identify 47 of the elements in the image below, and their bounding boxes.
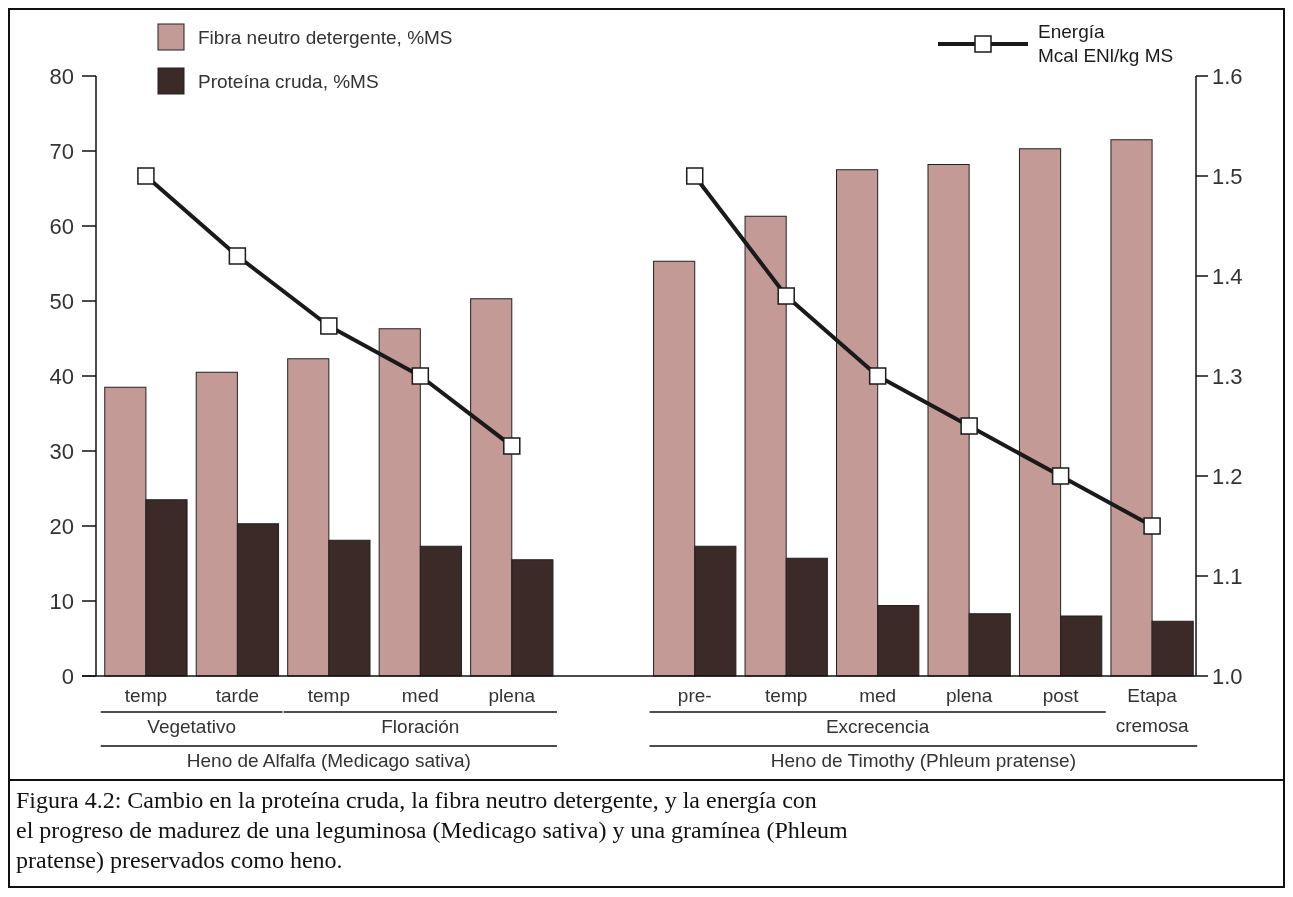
point — [777, 287, 795, 305]
y-tick-label: 0 — [61, 663, 74, 689]
x-tick-label: temp — [307, 685, 350, 706]
y-tick-label: 30 — [49, 438, 74, 464]
y2-tick-label: 1.0 — [1212, 663, 1243, 689]
x-tick-label: Etapa cremosa — [1115, 685, 1189, 736]
point — [868, 367, 887, 385]
point — [137, 167, 155, 185]
point — [960, 417, 978, 435]
text: Heno de Timothy (Phleum pratense) — [770, 750, 1077, 771]
text: Heno de Alfalfa (Medicago sativa) — [186, 750, 471, 771]
y2-tick-label: 1.4 — [1212, 263, 1243, 289]
text: Figura 4.2: Cambio en la proteína cruda, la fibra neutro detergente, y la energía con el progreso de madurez de una leguminosa (Medicago sativa) y una gramínea (Phleum pratense) preservados como heno. — [16, 787, 849, 873]
point — [411, 367, 430, 385]
y-tick-label: 20 — [49, 513, 74, 539]
legend-label: Energía Mcal ENl/kg MS — [1038, 21, 1174, 66]
y2-tick-label: 1.5 — [1212, 163, 1243, 189]
text: Floración — [381, 716, 460, 737]
y2-tick-label: 1.3 — [1212, 363, 1243, 389]
x-tick-label: plena — [488, 685, 536, 706]
x-tick-label: plena — [945, 685, 993, 706]
y-tick-label: 10 — [49, 588, 74, 614]
point — [685, 167, 704, 185]
y-tick-label: 60 — [49, 213, 74, 239]
y-tick-label: 80 — [49, 63, 74, 89]
point — [503, 437, 521, 455]
x-tick-label: pre- — [677, 685, 712, 706]
y-tick-label: 40 — [49, 363, 74, 389]
legend-label: Fibra neutro detergente, %MS — [198, 27, 453, 48]
point — [1143, 517, 1161, 535]
y2-tick-label: 1.6 — [1212, 63, 1243, 89]
text: Excrecencia — [825, 716, 930, 737]
legend-label: Proteína cruda, %MS — [198, 71, 379, 92]
y2-tick-label: 1.1 — [1212, 563, 1243, 589]
point — [320, 317, 338, 335]
x-tick-label: tarde — [215, 685, 260, 706]
point — [228, 247, 247, 265]
x-tick-label: post — [1042, 685, 1080, 706]
y2-tick-label: 1.2 — [1212, 463, 1243, 489]
text: Vegetativo — [147, 716, 237, 737]
x-tick-label: temp — [765, 685, 808, 706]
y-tick-label: 70 — [49, 138, 74, 164]
y-tick-label: 50 — [49, 288, 74, 314]
x-tick-label: med — [859, 685, 897, 706]
x-tick-label: temp — [124, 685, 168, 706]
x-tick-label: med — [401, 685, 439, 706]
point — [1051, 467, 1070, 485]
